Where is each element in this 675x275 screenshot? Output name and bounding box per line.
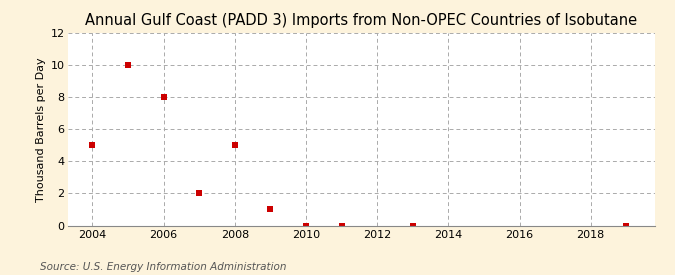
Title: Annual Gulf Coast (PADD 3) Imports from Non-OPEC Countries of Isobutane: Annual Gulf Coast (PADD 3) Imports from … (85, 13, 637, 28)
Text: Source: U.S. Energy Information Administration: Source: U.S. Energy Information Administ… (40, 262, 287, 272)
Y-axis label: Thousand Barrels per Day: Thousand Barrels per Day (36, 57, 47, 202)
